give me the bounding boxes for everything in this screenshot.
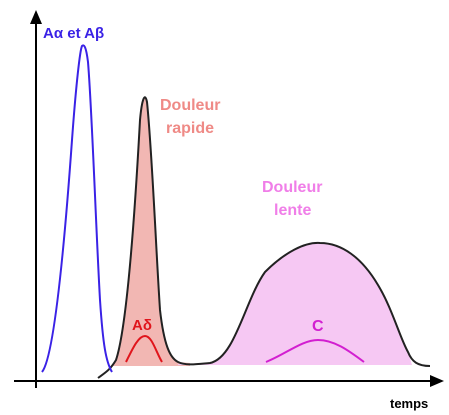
a-delta-curve	[125, 334, 163, 363]
alpha-beta-label: Aα et Aβ	[43, 25, 104, 42]
y-axis-arrow	[30, 10, 42, 24]
a-delta-label: Aδ	[132, 317, 152, 334]
c-curve	[265, 338, 365, 363]
douleur-rapide-label-line1: Douleur	[160, 97, 220, 114]
rapide-lente-outline	[97, 96, 431, 379]
time-axis-label: temps	[390, 396, 428, 411]
c-label: C	[312, 318, 324, 335]
douleur-lente-label-line2: lente	[274, 202, 311, 219]
douleur-lente-label-line1: Douleur	[262, 179, 322, 196]
alpha-beta-curve	[41, 44, 113, 373]
x-axis-arrow	[430, 375, 444, 387]
douleur-rapide-label-line2: rapide	[166, 120, 214, 137]
douleur-rapide-area	[112, 97, 190, 366]
